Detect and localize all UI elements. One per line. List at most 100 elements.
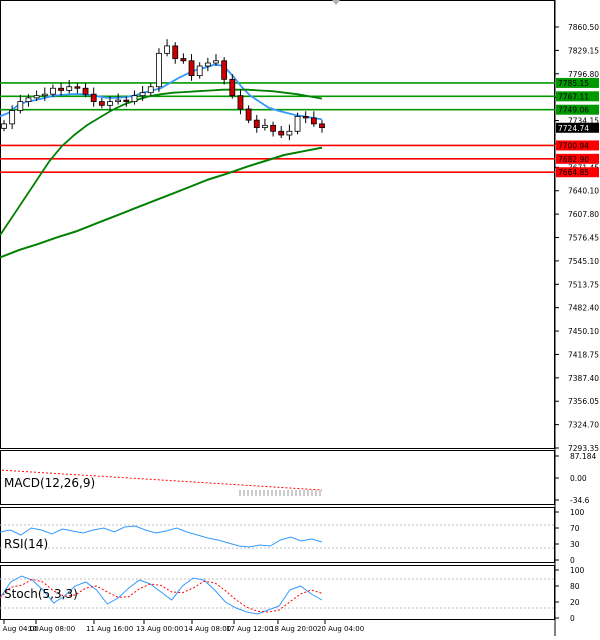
price-tick-label: 7482.40 [568,304,599,313]
stoch-tick-label: 20 [570,598,580,607]
ma-mid-line [0,63,323,121]
candle-body [58,87,64,91]
price-tick-label: 7576.45 [568,234,599,243]
candle-body [237,95,244,110]
rsi-tick-label: 70 [570,524,580,533]
candle-body [33,95,40,99]
price-tick-label: 7324.70 [568,421,599,430]
support-level-tag [556,153,599,164]
candle-body [213,60,219,64]
support-level-tag [556,167,599,178]
macd-signal-line [1,469,323,491]
candle-body [253,119,260,128]
stoch-tick-label: 80 [570,582,580,591]
support-level-label: 7682.90 [558,155,589,164]
time-tick-label: 18 Aug 20:00 [270,625,317,633]
candle-body [270,124,276,132]
price-tick-label: 7545.10 [568,257,599,266]
rsi-tick-label: 100 [570,508,585,517]
candle-body [115,99,122,103]
rsi-label: RSI(14) [4,537,48,551]
time-tick-label: 7 Aug 04:00 [0,625,39,633]
candle-body [50,87,56,95]
candle-body [98,101,105,106]
candle-body [310,117,317,125]
resistance-level-label: 7785.15 [558,79,589,88]
resistance-level-label: 7767.11 [558,92,589,101]
candle-body [262,124,268,128]
rsi-line [0,525,323,548]
candle-body [123,99,130,103]
candle-body [41,93,48,97]
time-tick-label: 14 Aug 08:00 [184,625,231,633]
stoch-panel-frame[interactable] [0,565,555,620]
stoch-k-line [0,575,323,615]
price-tick-label: 7734.15 [568,117,599,126]
candle-body [286,130,293,136]
price-tick-label: 7829.15 [568,46,599,55]
candle-body [221,60,228,80]
chart-shift-marker[interactable] [332,0,340,5]
time-tick-label: 10 Aug 08:00 [28,625,75,633]
candle-body [188,60,195,77]
stoch-label: Stoch(5,3,3) [4,587,78,601]
candle-body [294,116,301,132]
candle-body [139,92,146,97]
macd-label: MACD(12,26,9) [4,476,95,490]
time-tick-label: 13 Aug 00:00 [136,625,183,633]
candle-body [25,97,32,103]
main-chart-frame[interactable] [0,0,555,449]
candle-body [156,52,162,88]
macd-panel-frame[interactable] [0,450,555,505]
support-level-label: 7664.85 [558,168,589,177]
stoch-tick-label: 0 [570,614,575,623]
resistance-level-tag [556,104,599,115]
price-tick-label: 7796.80 [568,70,599,79]
price-tick-label: 7418.75 [568,350,599,359]
price-tick-label: 7450.10 [568,327,599,336]
time-tick-label: 11 Aug 16:00 [86,625,133,633]
candle-body [245,108,252,121]
ma-slow-line [0,88,323,236]
candle-body [229,78,236,97]
rsi-tick-label: 0 [570,556,575,565]
price-tick-label: 7387.40 [568,374,599,383]
candle-body [147,86,154,94]
candle-body [66,86,73,91]
candle-body [196,65,203,77]
macd-tick-label: 87.184 [570,452,596,461]
resistance-level-label: 7749.06 [558,106,589,115]
current-price-label: 7724.74 [558,124,589,133]
candle-body [278,130,285,136]
candle-body [90,93,97,103]
price-tick-label: 7860.50 [568,23,599,32]
stoch-d-line [0,578,323,613]
price-tick-label: 7293.35 [568,444,599,453]
time-tick-label: 20 Aug 04:00 [317,625,364,633]
price-tick-label: 7640.10 [568,187,599,196]
candle-body [164,45,170,54]
price-tick-label: 7607.80 [568,210,599,219]
macd-tick-label: 0.00 [570,474,587,483]
candle-body [107,101,113,106]
candle-body [204,62,211,67]
resistance-level-tag [556,91,599,102]
price-tick-label: 7356.05 [568,397,599,406]
candle-body [82,87,89,95]
ma-slow-line [0,146,323,259]
rsi-panel-frame[interactable] [0,507,555,563]
support-level-label: 7700.94 [558,141,589,150]
candle-body [9,110,16,125]
price-tick-label: 7513.75 [568,280,599,289]
stoch-tick-label: 100 [570,566,585,575]
candle-body [1,123,7,129]
candle-body [17,101,24,111]
rsi-tick-label: 30 [570,540,580,549]
candle-body [319,123,325,128]
candle-body [74,86,81,89]
candle-body [131,95,138,103]
current-price-tag [556,122,599,133]
time-tick-label: 17 Aug 12:00 [226,625,273,633]
candle-body [180,58,187,62]
